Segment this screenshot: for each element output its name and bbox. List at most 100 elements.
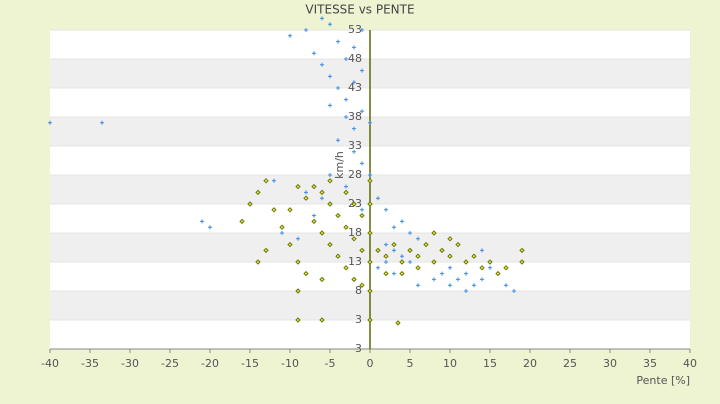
- point: [336, 86, 340, 90]
- point: [391, 241, 397, 248]
- point: [487, 259, 493, 265]
- point: [383, 270, 389, 277]
- point: [311, 183, 317, 190]
- point: [479, 265, 485, 271]
- point: [312, 51, 316, 56]
- x-tick-label: -35: [81, 357, 99, 370]
- point: [376, 196, 380, 201]
- point: [311, 218, 317, 225]
- point: [367, 288, 373, 294]
- point: [367, 230, 373, 236]
- point: [351, 276, 357, 283]
- point: [408, 231, 412, 235]
- y-tick-label: 53: [348, 23, 362, 36]
- y-tick-label: 8: [355, 284, 362, 297]
- point: [359, 247, 365, 254]
- point: [503, 265, 509, 271]
- point: [464, 289, 468, 293]
- point: [399, 259, 405, 265]
- point: [288, 33, 292, 38]
- x-tick-label: 40: [683, 357, 697, 370]
- y-tick-label: 13: [348, 255, 362, 268]
- point: [480, 277, 484, 282]
- x-tick-label: -40: [41, 357, 59, 370]
- point: [344, 97, 348, 102]
- point: [512, 289, 516, 293]
- x-tick-label: -20: [201, 357, 219, 370]
- point: [360, 161, 364, 166]
- point: [319, 317, 325, 323]
- point: [208, 225, 212, 230]
- point: [263, 247, 269, 254]
- x-tick-label: 10: [443, 357, 457, 370]
- point: [375, 247, 381, 254]
- point: [303, 270, 309, 277]
- point: [392, 271, 396, 276]
- point: [439, 247, 445, 254]
- point: [472, 283, 476, 288]
- point: [415, 265, 421, 271]
- point: [367, 317, 373, 323]
- point: [295, 288, 301, 294]
- point: [304, 28, 308, 32]
- x-tick-label: -10: [281, 357, 299, 370]
- point: [367, 201, 373, 207]
- point: [488, 265, 492, 270]
- point: [448, 283, 452, 288]
- point: [335, 253, 341, 259]
- point: [368, 173, 372, 177]
- point: [360, 68, 364, 73]
- point: [295, 183, 301, 190]
- point: [368, 120, 372, 125]
- point: [335, 212, 341, 219]
- x-tick-label: 20: [523, 357, 537, 370]
- point: [395, 320, 401, 326]
- point: [272, 178, 276, 183]
- point: [408, 260, 412, 264]
- point: [271, 207, 277, 213]
- point: [327, 241, 333, 248]
- point: [367, 259, 373, 265]
- point: [431, 230, 437, 236]
- point: [351, 236, 357, 242]
- point: [352, 126, 356, 131]
- point: [328, 173, 332, 177]
- y-tick-label: 3: [355, 313, 362, 326]
- point: [416, 283, 420, 288]
- x-tick-label: 35: [643, 357, 657, 370]
- x-tick-label: 25: [563, 357, 577, 370]
- point: [448, 265, 452, 270]
- point: [287, 207, 293, 213]
- x-tick-label: 30: [603, 357, 617, 370]
- point: [415, 253, 421, 259]
- point: [360, 109, 364, 114]
- point: [279, 224, 285, 230]
- y-tick-label: 18: [348, 226, 362, 239]
- point: [320, 196, 324, 201]
- point: [200, 219, 204, 224]
- point: [423, 241, 429, 248]
- x-tick-label: -30: [121, 357, 139, 370]
- x-tick-label: 5: [407, 357, 414, 370]
- x-axis-title: Pente [%]: [636, 374, 690, 387]
- point: [519, 247, 525, 254]
- point: [432, 277, 436, 282]
- point: [400, 254, 404, 259]
- point: [48, 120, 52, 125]
- x-tick-label: -25: [161, 357, 179, 370]
- point: [464, 271, 468, 276]
- point: [319, 276, 325, 283]
- point: [416, 236, 420, 241]
- point: [359, 282, 365, 288]
- point: [447, 236, 453, 242]
- point: [359, 212, 365, 219]
- x-tick-label: 0: [367, 357, 374, 370]
- point: [455, 241, 461, 248]
- point: [360, 28, 364, 32]
- point: [247, 201, 253, 207]
- point: [327, 201, 333, 207]
- point: [319, 230, 325, 236]
- point: [504, 283, 508, 288]
- point: [352, 80, 356, 85]
- y-tick-label: 28: [348, 168, 362, 181]
